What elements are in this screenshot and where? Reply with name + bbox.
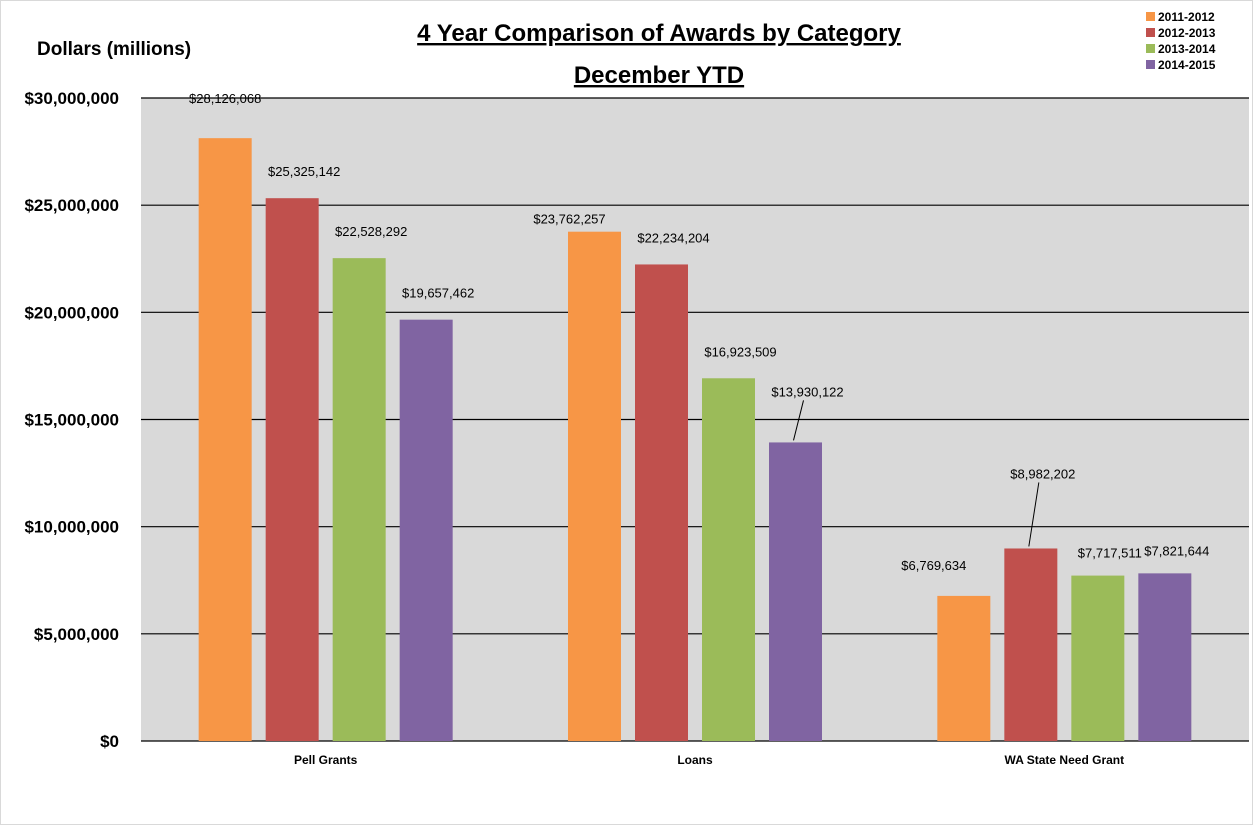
data-label: $28,126,068 <box>189 91 261 106</box>
data-label: $19,657,462 <box>402 286 474 301</box>
bar-2-1 <box>1004 548 1058 741</box>
data-label: $22,528,292 <box>335 224 407 239</box>
legend: 2011-2012 2012-2013 2013-2014 2014-2015 <box>1146 10 1216 72</box>
bar-2-3 <box>1138 573 1192 741</box>
bar-0-3 <box>399 319 453 741</box>
data-label: $13,930,122 <box>771 384 843 399</box>
bar-2-0 <box>937 595 991 741</box>
leader-line <box>793 400 804 441</box>
data-label: $8,982,202 <box>1010 466 1075 481</box>
x-tick-label: Loans <box>677 753 713 767</box>
legend-swatch <box>1146 28 1155 37</box>
y-tick-label: $30,000,000 <box>24 89 119 108</box>
bar-2-2 <box>1071 575 1125 741</box>
data-label: $7,717,511 <box>1078 546 1142 561</box>
bar-1-0 <box>568 231 621 741</box>
y-axis-label: Dollars (millions) <box>37 39 191 60</box>
y-tick-label: $5,000,000 <box>34 625 119 644</box>
data-label: $22,234,204 <box>637 230 709 245</box>
data-label: $25,325,142 <box>268 164 340 179</box>
x-tick-label: Pell Grants <box>294 753 358 767</box>
bar-0-2 <box>332 258 386 741</box>
legend-label: 2013-2014 <box>1158 42 1216 56</box>
legend-swatch <box>1146 44 1155 53</box>
data-label: $23,762,257 <box>533 212 605 227</box>
legend-label: 2014-2015 <box>1158 58 1216 72</box>
chart-subtitle: December YTD <box>574 62 744 89</box>
y-tick-label: $15,000,000 <box>24 411 119 430</box>
y-tick-label: $20,000,000 <box>24 303 119 322</box>
x-tick-label: WA State Need Grant <box>1005 753 1125 767</box>
bar-0-1 <box>265 198 319 742</box>
leader-line <box>1028 482 1040 547</box>
data-label: $16,923,509 <box>704 344 776 359</box>
y-tick-label: $10,000,000 <box>24 518 119 537</box>
y-tick-label: $25,000,000 <box>24 196 119 215</box>
legend-swatch <box>1146 60 1155 69</box>
legend-label: 2012-2013 <box>1158 26 1216 40</box>
data-label: $6,769,634 <box>901 558 966 573</box>
chart-title: 4 Year Comparison of Awards by Category <box>417 20 901 47</box>
bar-0-0 <box>198 138 252 741</box>
bar-1-2 <box>702 378 755 741</box>
bar-1-1 <box>635 264 688 741</box>
legend-swatch <box>1146 12 1155 21</box>
legend-label: 2011-2012 <box>1158 10 1215 24</box>
data-label: $7,821,644 <box>1144 543 1209 558</box>
bar-1-3 <box>769 442 822 741</box>
y-tick-label: $0 <box>100 732 119 751</box>
